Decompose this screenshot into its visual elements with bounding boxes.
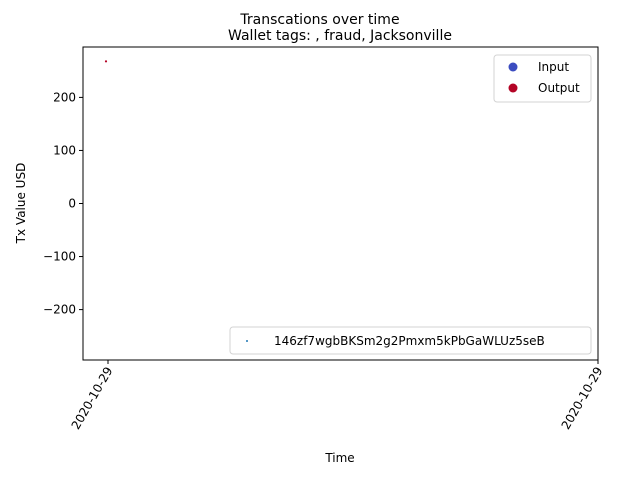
y-tick-label: −200 bbox=[43, 303, 76, 317]
legend-markers: Input Output bbox=[493, 54, 592, 103]
chart-title: Wallet tags: , fraud, Jacksonville bbox=[228, 28, 452, 44]
legend-wallet-label: 146zf7wgbBKSm2g2Pmxm5kPbGaWLUz5seB bbox=[274, 334, 545, 348]
y-tick-label: 100 bbox=[53, 143, 76, 157]
y-axis-label: Tx Value USD bbox=[14, 163, 28, 245]
legend-input-label: Input bbox=[538, 60, 569, 74]
x-tick-label: 2020-10-29 bbox=[69, 365, 116, 432]
y-tick-label: 200 bbox=[53, 90, 76, 104]
legend-output-marker bbox=[508, 83, 518, 93]
y-axis: 200 100 0 −100 −200 bbox=[43, 90, 83, 317]
legend-output-label: Output bbox=[538, 81, 580, 95]
x-axis: 2020-10-29 2020-10-29 bbox=[69, 360, 606, 432]
y-tick-label: −100 bbox=[43, 250, 76, 264]
data-point-output bbox=[104, 60, 108, 63]
legend-series: 146zf7wgbBKSm2g2Pmxm5kPbGaWLUz5seB bbox=[229, 326, 592, 355]
legend-frame bbox=[229, 326, 592, 355]
data-points bbox=[104, 60, 108, 63]
x-tick-label: 2020-10-29 bbox=[559, 365, 606, 432]
legend-wallet-marker bbox=[246, 340, 248, 342]
y-tick-label: 0 bbox=[68, 197, 76, 211]
chart-suptitle: Transcations over time bbox=[239, 12, 399, 28]
legend-input-marker bbox=[508, 62, 518, 72]
legend-frame bbox=[493, 54, 592, 103]
x-axis-label: Time bbox=[324, 451, 354, 465]
